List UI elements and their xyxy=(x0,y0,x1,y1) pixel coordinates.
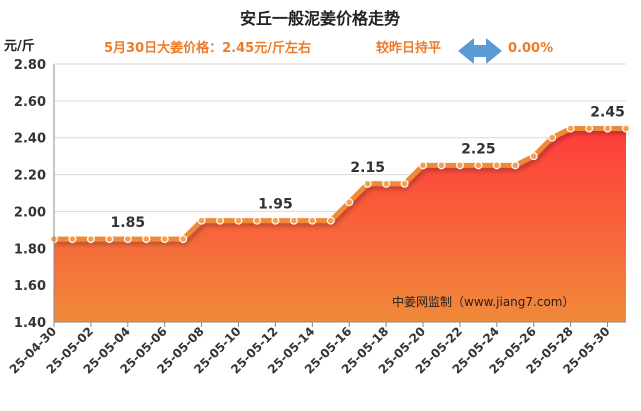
data-point xyxy=(271,216,280,225)
data-point xyxy=(105,235,114,244)
subtitle: 5月30日大姜价格：2.45元/斤左右 较昨日持平 0.00% xyxy=(104,38,553,64)
data-point xyxy=(123,235,132,244)
data-point xyxy=(160,235,169,244)
data-point xyxy=(400,179,409,188)
change-text: 较昨日持平 xyxy=(376,40,441,56)
data-point xyxy=(252,216,261,225)
data-point xyxy=(179,235,188,244)
data-point xyxy=(455,161,464,170)
data-point xyxy=(548,133,557,142)
area-fill xyxy=(54,128,626,322)
data-label: 1.85 xyxy=(111,215,146,231)
data-point xyxy=(363,179,372,188)
data-label: 2.15 xyxy=(350,160,385,176)
data-point xyxy=(216,216,225,225)
data-point xyxy=(197,216,206,225)
data-label: 2.25 xyxy=(461,141,496,157)
change-value: 0.00% xyxy=(508,41,553,56)
data-labels: 1.85 1.95 2.15 2.25 2.45 xyxy=(111,105,625,232)
double-arrow-icon xyxy=(458,38,502,64)
data-point xyxy=(566,124,575,133)
data-point xyxy=(345,198,354,207)
data-point xyxy=(234,216,243,225)
data-point xyxy=(142,235,151,244)
y-tick-label: 2.00 xyxy=(14,205,46,220)
y-tick-label: 1.60 xyxy=(14,279,46,294)
data-point xyxy=(511,161,520,170)
y-axis-unit: 元/斤 xyxy=(4,38,35,54)
y-tick-label: 2.20 xyxy=(14,169,46,184)
data-point xyxy=(326,216,335,225)
data-point xyxy=(603,124,612,133)
data-point xyxy=(621,124,630,133)
data-point xyxy=(492,161,501,170)
y-tick-label: 2.80 xyxy=(14,58,46,73)
watermark: 中姜网监制（www.jiang7.com） xyxy=(392,294,574,309)
axes xyxy=(53,64,626,323)
data-point xyxy=(474,161,483,170)
data-point xyxy=(437,161,446,170)
y-tick-label: 1.80 xyxy=(14,242,46,257)
price-summary-text: 5月30日大姜价格：2.45元/斤左右 xyxy=(104,40,311,56)
y-tick-label: 1.40 xyxy=(14,316,46,331)
data-point xyxy=(382,179,391,188)
series-markers xyxy=(49,124,630,244)
data-label: 2.45 xyxy=(590,105,625,121)
x-axis-ticks: 25-04-3025-05-0225-05-0425-05-0625-05-08… xyxy=(7,322,613,377)
data-point xyxy=(308,216,317,225)
data-label: 1.95 xyxy=(258,197,293,213)
data-point xyxy=(529,152,538,161)
data-point xyxy=(585,124,594,133)
y-axis-ticks: 1.40 1.60 1.80 2.00 2.20 2.40 2.60 2.80 xyxy=(14,58,46,331)
y-tick-label: 2.40 xyxy=(14,132,46,147)
data-point xyxy=(68,235,77,244)
data-point xyxy=(289,216,298,225)
chart-title: 安丘一般泥姜价格走势 xyxy=(240,9,400,28)
data-point xyxy=(86,235,95,244)
data-point xyxy=(419,161,428,170)
y-tick-label: 2.60 xyxy=(14,95,46,110)
